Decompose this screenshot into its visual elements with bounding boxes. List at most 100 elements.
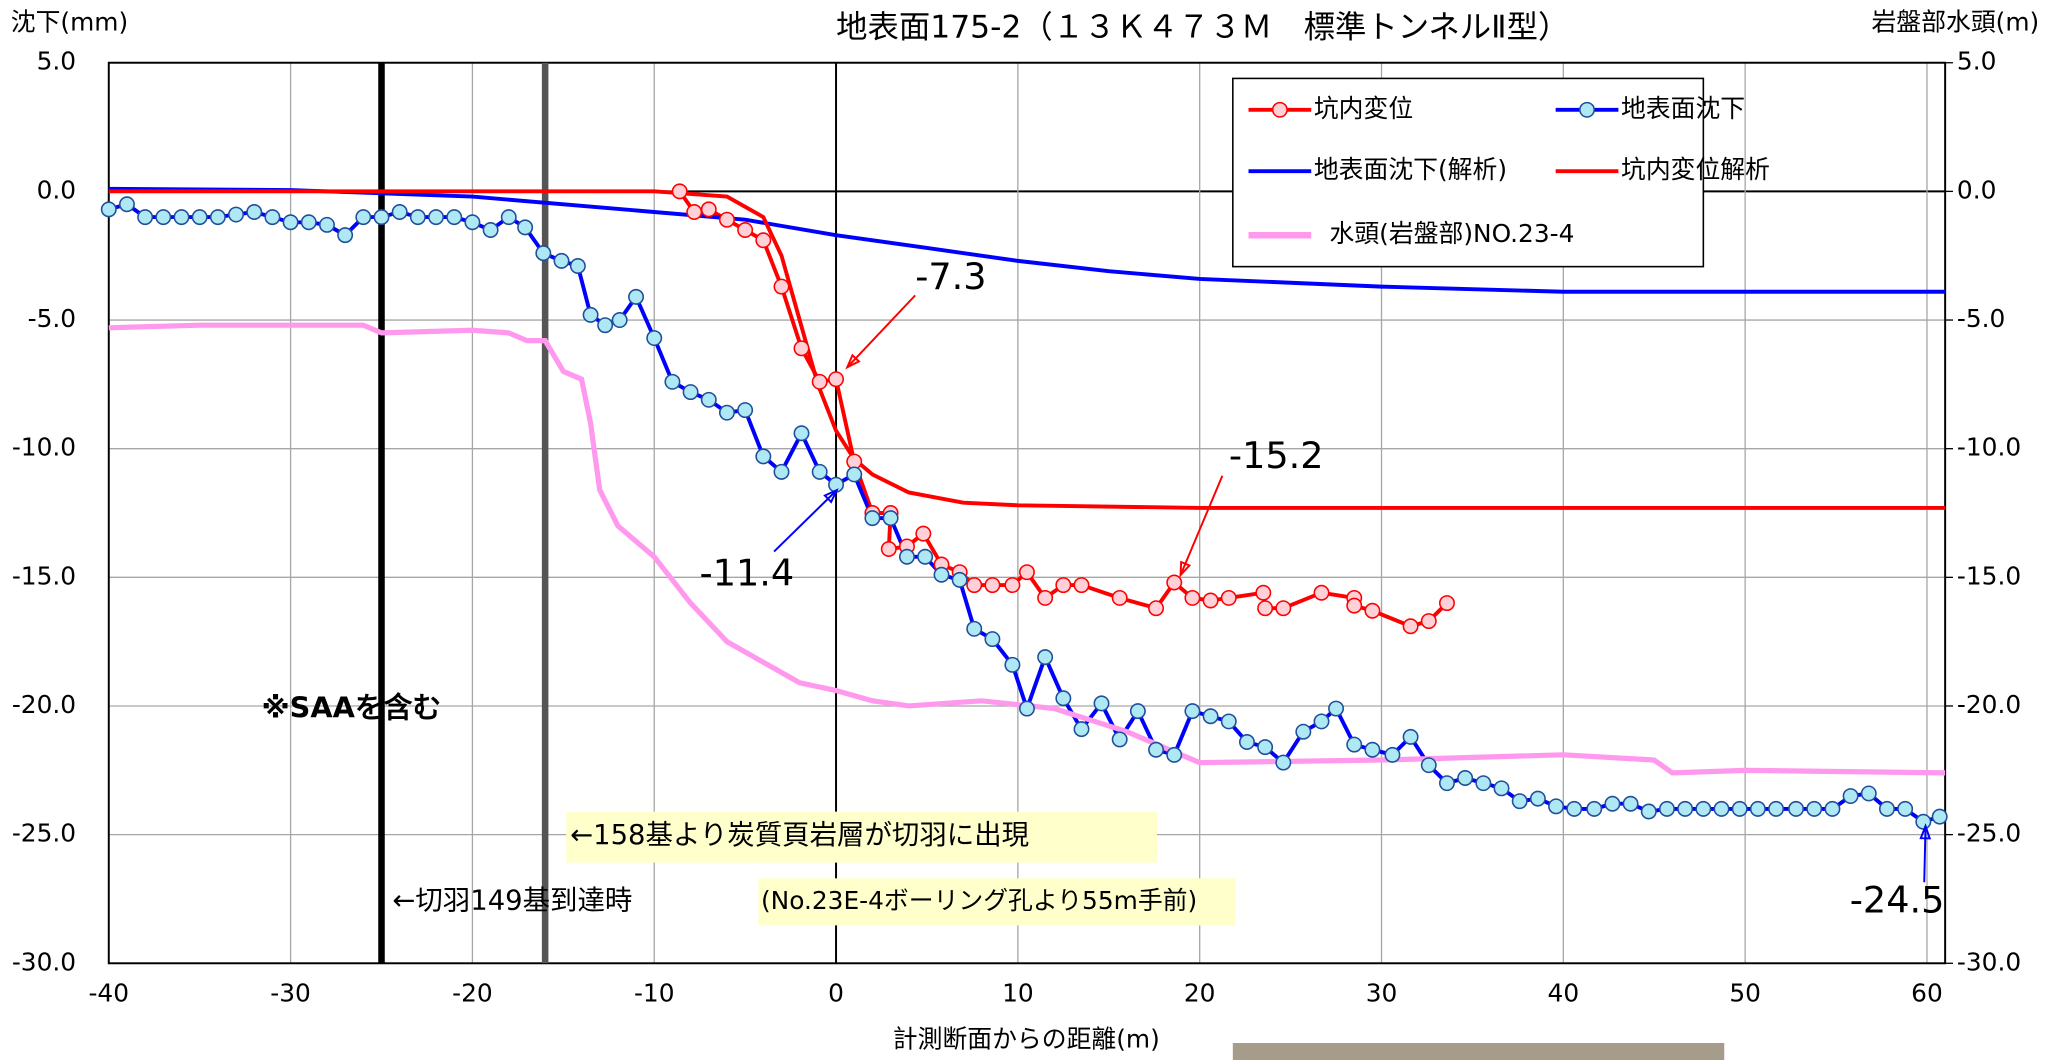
annotation: ←切羽149基到達時 [392,885,632,916]
data-point [482,222,499,238]
data-point [686,203,703,220]
data-point [173,209,190,226]
data-point [1749,800,1766,817]
data-point [100,201,117,218]
data-point [1037,649,1054,666]
annotation-arrowhead [823,488,839,504]
data-point [318,216,335,233]
legend-box [1232,77,1705,268]
data-point [700,201,717,218]
data-point [1111,731,1128,748]
data-point [880,541,897,558]
y2-tick-label: 5.0 [1957,47,1996,76]
legend-marker [1579,101,1595,118]
data-point [553,252,570,269]
y-tick-label: 5.0 [37,47,77,76]
data-point [1346,597,1363,614]
y2-tick-label: -15.0 [1957,561,2021,590]
data-point [793,340,810,357]
data-point [1438,595,1455,612]
data-point [1184,589,1201,606]
data-point [409,209,426,226]
y2-tick-label: -20.0 [1957,690,2021,719]
x-tick-label: 50 [1729,979,1761,1008]
data-point [646,330,663,347]
data-point [915,525,932,542]
data-point [1184,703,1201,720]
data-point [355,209,372,226]
data-point [755,448,772,465]
data-point [118,196,135,213]
data-point [700,391,717,408]
legend-marker [1271,101,1288,118]
x-tick-label: -20 [452,979,493,1008]
data-point [1073,577,1090,594]
data-point [1257,600,1274,617]
data-point [1402,728,1419,745]
data-point [1166,746,1183,763]
data-point [628,288,645,305]
data-point [1604,795,1621,812]
data-point [1677,800,1694,817]
chart-title: 地表面175-2（１３Ｋ４７３Ｍ 標準トンネルⅡ型） [836,10,1569,46]
series-line [108,322,1946,776]
data-point [500,209,517,226]
data-point [811,373,828,390]
legend-label: 坑内変位 [1314,94,1413,123]
data-point [428,209,445,226]
data-point [984,577,1001,594]
x-tick-label: 60 [1911,979,1943,1008]
data-point [264,209,281,226]
data-point [1364,602,1381,619]
y-axis-label: 沈下(mm) [11,8,128,37]
annotation-arrow [846,294,916,368]
data-point [209,209,226,226]
annotation-box [758,878,1236,926]
data-point [882,510,899,527]
data-point [773,278,790,295]
data-point [828,371,845,388]
annotation: -7.3 [915,255,986,298]
data-point [1037,589,1054,606]
annotation-arrow [1923,826,1927,883]
data-point [1346,736,1363,753]
x-tick-label: 0 [828,979,844,1008]
data-point [1731,800,1748,817]
data-point [1148,741,1165,758]
data-point [373,209,390,226]
data-point [1878,800,1895,817]
data-point [1860,785,1877,802]
data-point [1640,803,1657,820]
data-point [1004,577,1021,594]
data-point [569,258,586,274]
annotation: (No.23E-4ボーリング孔より55m手前) [761,886,1197,915]
x-tick-label: 40 [1548,979,1580,1008]
annotation: ←158基より炭質頁岩層が切羽に出現 [570,820,1029,851]
data-point [1018,700,1035,717]
y-tick-label: -25.0 [12,819,76,848]
data-point [1420,757,1437,774]
data-point [793,425,810,442]
data-point [755,232,772,249]
x-tick-label: 20 [1184,979,1216,1008]
data-point [191,209,208,226]
annotation: -11.4 [700,552,795,595]
annotation-arrow [773,489,838,553]
y2-tick-label: -5.0 [1957,304,2005,333]
data-point [966,577,983,594]
data-point [718,211,735,228]
data-point [917,548,934,565]
data-point [1806,800,1823,817]
data-point [1148,600,1165,617]
data-point [137,209,154,226]
annotation-arrow [1179,475,1224,576]
x-tick-label: -30 [270,979,311,1008]
data-point [446,209,463,226]
data-point [1695,800,1712,817]
data-point [1129,703,1146,720]
data-point [1055,577,1072,594]
plot-frame [107,61,1947,965]
data-point [1255,584,1272,601]
series-line [108,189,1946,510]
x-tick-label: -10 [634,979,675,1008]
